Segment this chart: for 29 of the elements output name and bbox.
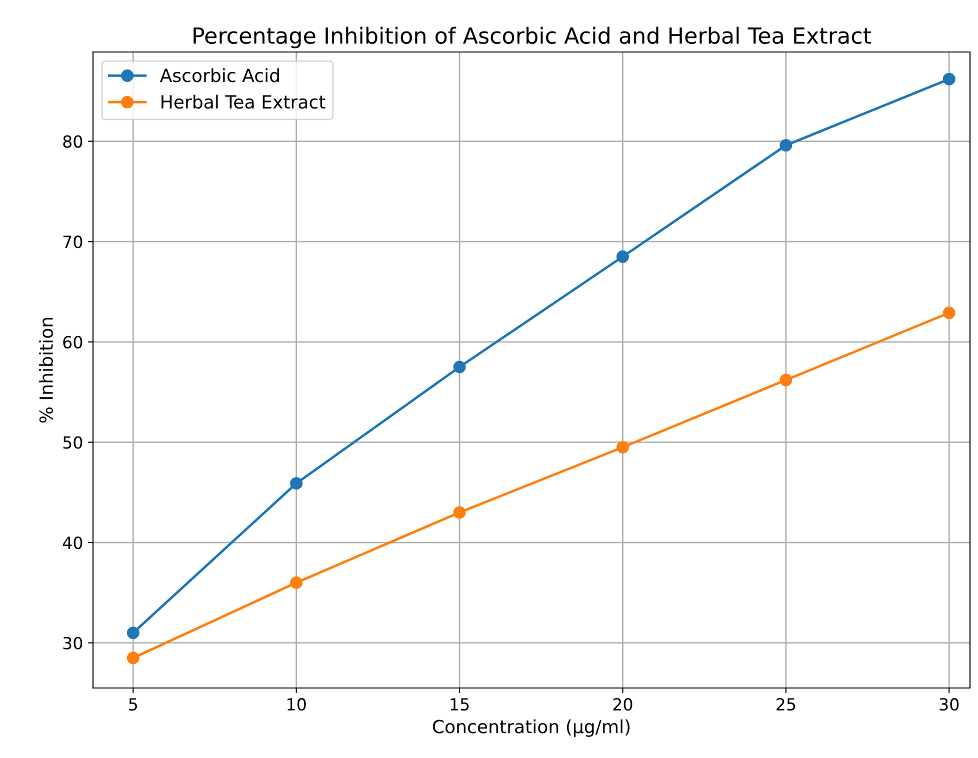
y-tick-label: 30 xyxy=(63,636,82,650)
x-tick-label: 25 xyxy=(776,698,796,711)
legend-label: Herbal Tea Extract xyxy=(162,94,326,109)
point xyxy=(780,139,792,152)
chart-title: Percentage Inhibition of Ascorbic Acid and Herbal Tea Extract xyxy=(194,26,872,48)
y-axis-title: % Inhibition xyxy=(39,318,54,423)
point xyxy=(290,576,303,589)
x-tick-label: 30 xyxy=(940,698,959,711)
legend-label: Ascorbic Acid xyxy=(160,68,279,82)
y-tick-label: 40 xyxy=(62,536,82,550)
y-tick-label: 50 xyxy=(63,436,82,449)
point xyxy=(453,360,466,374)
y-tick-label: 60 xyxy=(63,336,82,348)
point xyxy=(780,374,792,386)
x-tick-label: 20 xyxy=(613,698,632,711)
point xyxy=(126,626,140,640)
x-tick-label: 5 xyxy=(129,698,137,711)
point xyxy=(616,250,629,263)
x-tick-label: 15 xyxy=(450,698,469,711)
x-axis-title: Concentration (µg/ml) xyxy=(432,719,630,737)
y-tick-label: 80 xyxy=(63,135,82,148)
point xyxy=(126,652,140,664)
point xyxy=(942,72,956,86)
point xyxy=(616,440,629,454)
y-tick-label: 70 xyxy=(63,236,82,248)
point xyxy=(942,306,956,320)
point xyxy=(453,506,466,519)
x-tick-label: 10 xyxy=(288,698,306,711)
point xyxy=(290,477,303,490)
